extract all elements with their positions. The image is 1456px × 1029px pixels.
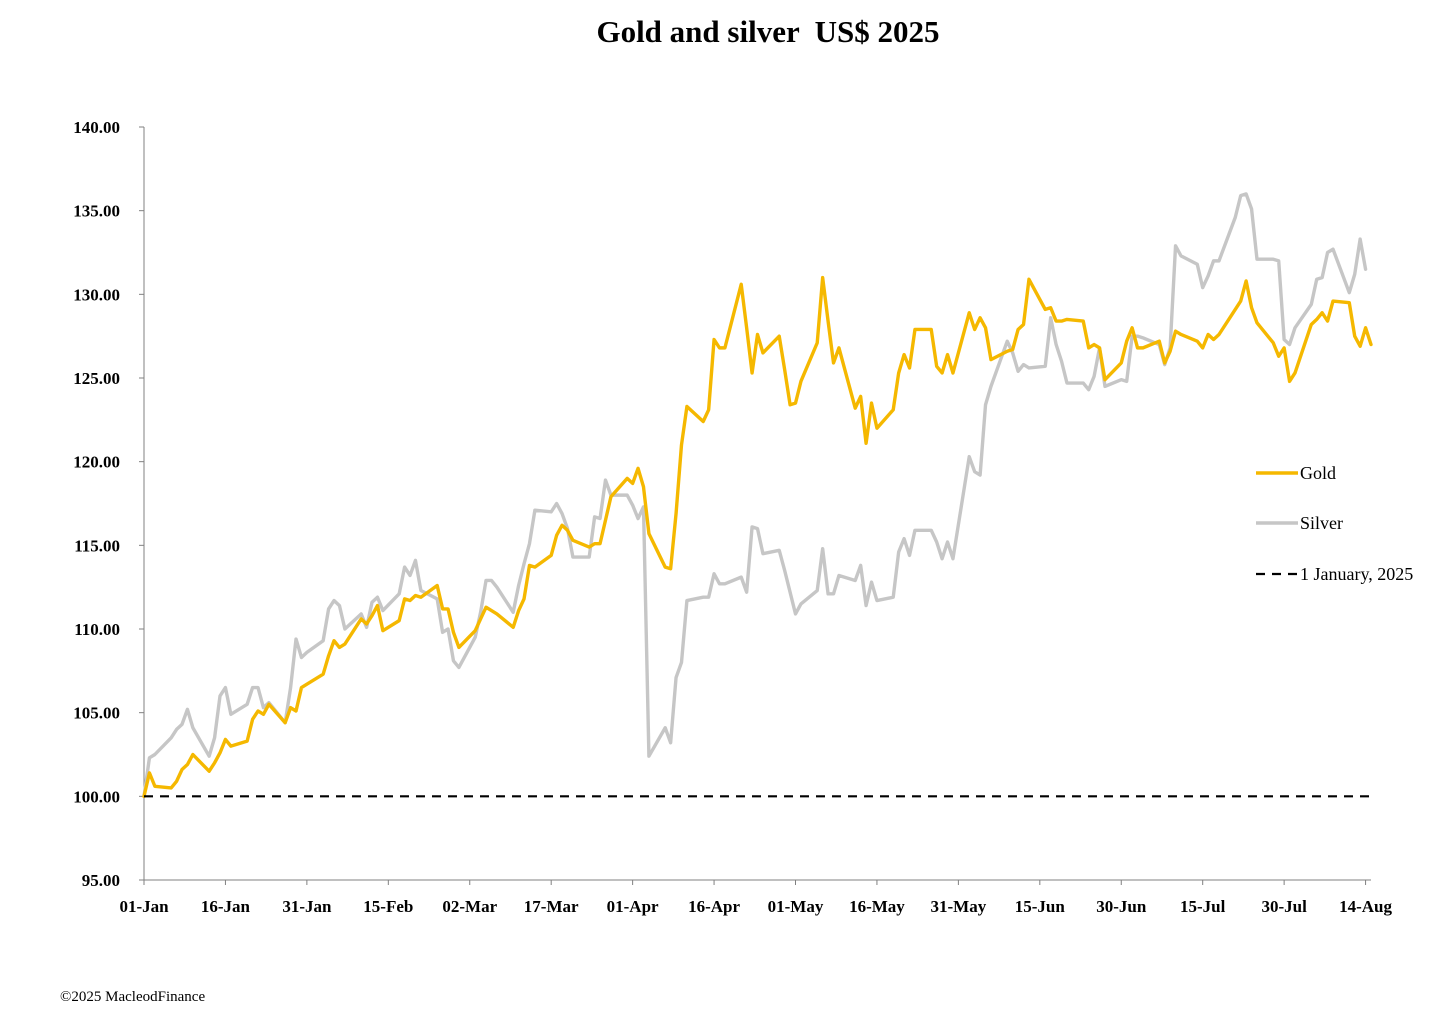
x-tick-label: 30-Jul xyxy=(1261,897,1307,916)
y-tick-label: 125.00 xyxy=(73,369,120,388)
y-tick-label: 140.00 xyxy=(73,118,120,137)
x-tick-label: 30-Jun xyxy=(1096,897,1147,916)
y-tick-label: 100.00 xyxy=(73,787,120,806)
x-tick-label: 15-Feb xyxy=(363,897,413,916)
y-axis: 95.00 100.00 105.00 110.00 115.00 120.00 125.0… xyxy=(73,118,145,890)
x-tick-label: 31-Jan xyxy=(282,897,332,916)
legend-label-silver: Silver xyxy=(1300,513,1343,533)
y-tick-label: 130.00 xyxy=(73,285,120,304)
y-tick-label: 115.00 xyxy=(74,536,120,555)
y-tick-label: 105.00 xyxy=(73,704,120,723)
legend-label-1-january-2025: 1 January, 2025 xyxy=(1300,564,1413,584)
series-line-silver xyxy=(142,192,1368,799)
x-tick-label: 31-May xyxy=(931,897,987,916)
x-tick-label: 16-Apr xyxy=(688,897,740,916)
x-tick-label: 15-Jun xyxy=(1015,897,1066,916)
x-tick-label: 02-Mar xyxy=(442,897,497,916)
x-axis: 01-Jan 16-Jan 31-Jan 15-Feb 02-Mar 17-Mar 01-A… xyxy=(119,879,1393,916)
x-tick-label: 17-Mar xyxy=(524,897,579,916)
x-tick-label: 01-Jan xyxy=(119,897,169,916)
y-tick-label: 95.00 xyxy=(82,871,120,890)
plot-area xyxy=(142,192,1373,799)
series-line-gold xyxy=(142,275,1373,799)
y-tick-label: 135.00 xyxy=(73,202,120,221)
x-tick-label: 01-Apr xyxy=(607,897,659,916)
x-tick-label: 16-May xyxy=(849,897,905,916)
x-tick-label: 01-May xyxy=(768,897,824,916)
x-tick-label: 14-Aug xyxy=(1339,897,1392,916)
legend-label-gold: Gold xyxy=(1300,463,1336,483)
y-tick-label: 110.00 xyxy=(74,620,120,639)
x-tick-label: 16-Jan xyxy=(201,897,251,916)
chart-title: Gold and silver US$ 2025 xyxy=(596,14,940,49)
copyright-notice: ©2025 MacleodFinance xyxy=(60,989,206,1005)
x-tick-label: 15-Jul xyxy=(1180,897,1226,916)
legend: Gold Silver 1 January, 2025 xyxy=(1256,463,1413,584)
y-tick-label: 120.00 xyxy=(73,453,120,472)
